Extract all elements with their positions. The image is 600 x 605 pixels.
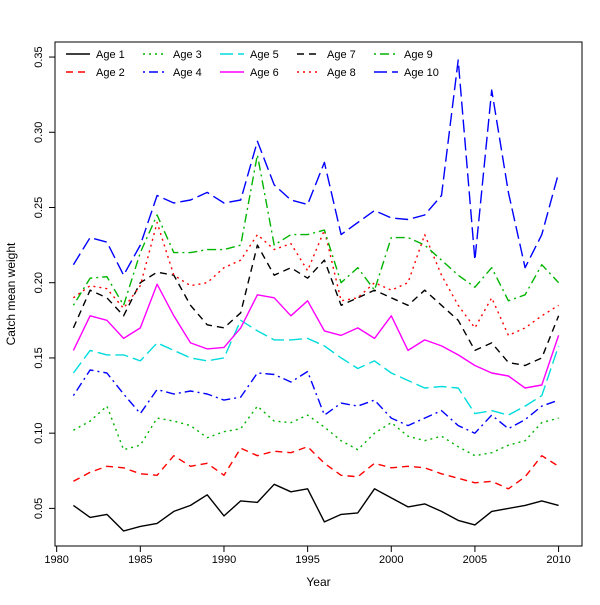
y-tick-label: 0.10	[33, 422, 45, 443]
series-line-age-1	[72, 483, 559, 532]
y-tick-label: 0.30	[33, 122, 45, 143]
series-line-age-6	[72, 283, 560, 389]
series-line-age-7	[72, 244, 560, 367]
legend-label-age-1: Age 1	[96, 49, 125, 61]
legend-label-age-4: Age 4	[173, 67, 202, 79]
x-tick-label: 2005	[463, 554, 487, 566]
y-axis-label: Catch mean weight	[4, 242, 18, 345]
legend-label-age-5: Age 5	[250, 49, 279, 61]
y-tick-label: 0.35	[33, 46, 45, 67]
plot-box	[54, 41, 583, 547]
x-tick-label: 1990	[212, 554, 236, 566]
series-line-age-8	[72, 221, 559, 337]
x-tick-label: 2000	[379, 554, 403, 566]
x-tick-label: 1980	[44, 554, 68, 566]
series-line-age-5	[72, 319, 560, 416]
y-tick-label: 0.25	[33, 197, 45, 218]
series-line-age-3	[73, 405, 559, 457]
x-axis-label: Year	[306, 575, 330, 589]
legend-label-age-10: Age 10	[404, 67, 439, 79]
x-tick-label: 1995	[295, 554, 319, 566]
series-line-age-9	[72, 154, 560, 306]
y-tick-label: 0.20	[33, 272, 45, 293]
legend-label-age-8: Age 8	[327, 67, 356, 79]
legend-label-age-7: Age 7	[327, 49, 356, 61]
legend-label-age-3: Age 3	[173, 49, 202, 61]
y-tick-label: 0.15	[33, 347, 45, 368]
x-tick-label: 2010	[546, 554, 570, 566]
legend-label-age-9: Age 9	[404, 49, 433, 61]
legend-label-age-6: Age 6	[250, 67, 279, 79]
legend-label-age-2: Age 2	[96, 67, 125, 79]
series-line-age-4	[72, 369, 559, 434]
series-line-age-2	[73, 446, 559, 490]
series-line-age-10	[72, 59, 560, 276]
x-tick-label: 1985	[128, 554, 152, 566]
y-tick-label: 0.05	[33, 498, 45, 519]
